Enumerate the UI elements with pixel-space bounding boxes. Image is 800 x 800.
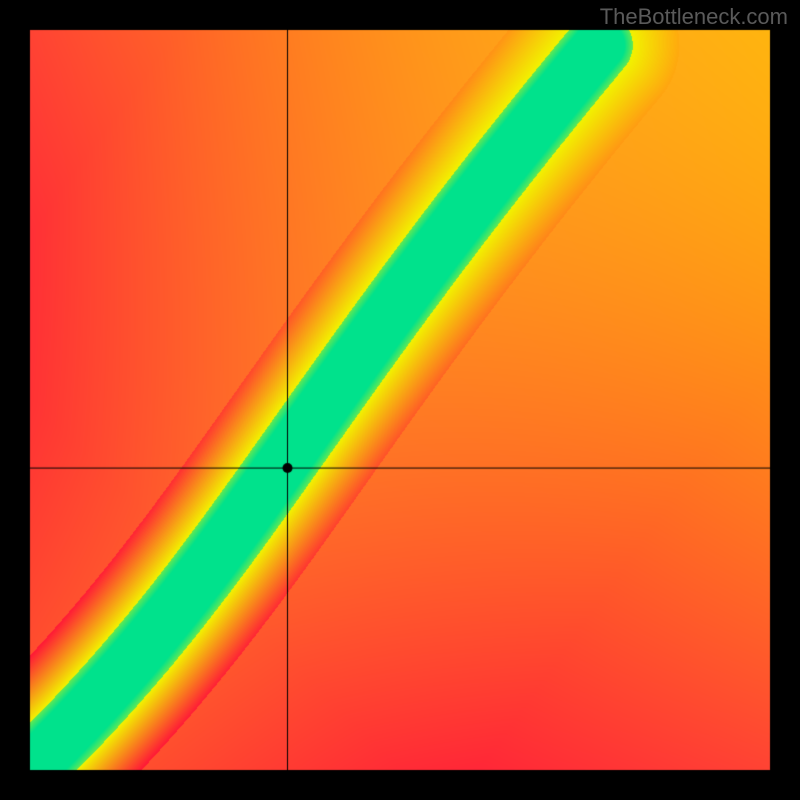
- heatmap-canvas: [0, 0, 800, 800]
- chart-container: TheBottleneck.com: [0, 0, 800, 800]
- watermark-text: TheBottleneck.com: [600, 4, 788, 30]
